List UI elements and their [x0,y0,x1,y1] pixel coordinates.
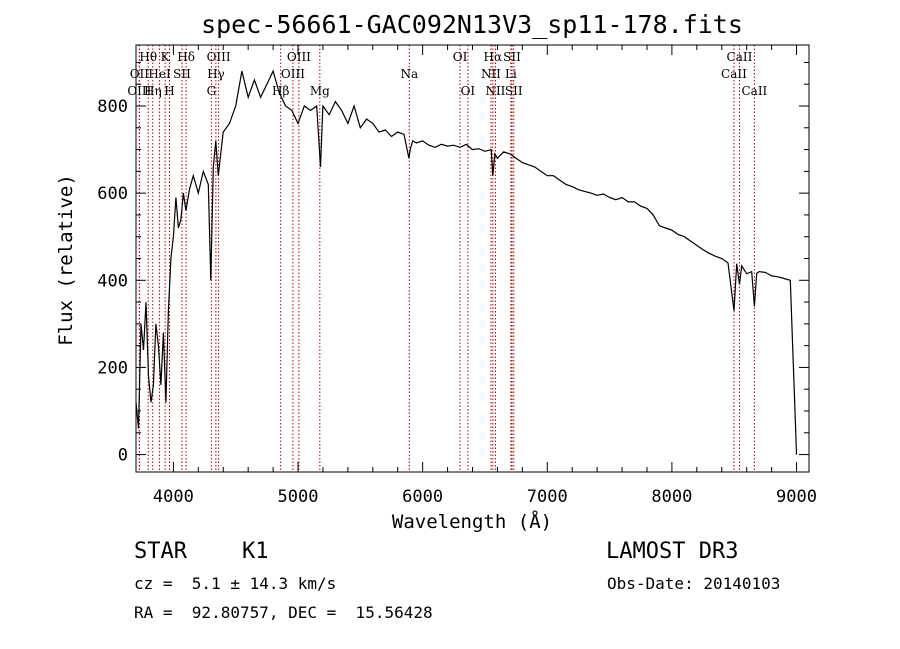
emission-line-label-23: Li [505,67,517,81]
y-axis-ticks: 0 200 400 600 800 [97,61,809,466]
emission-line-label-3: K [161,50,171,64]
y-tick-label-2: 400 [97,271,128,291]
obs-date: Obs-Date: 20140103 [607,574,781,593]
emission-line-label-27: CaII [741,84,767,98]
emission-line-label-11: G [207,84,217,98]
y-tick-label-0: 0 [118,446,128,466]
y-axis-label: Flux (relative) [55,174,77,346]
emission-line-label-17: OI [453,50,468,64]
emission-line-label-9: OIII [207,50,231,64]
spectrum-line [135,69,798,455]
emission-line-label-6: Hδ [177,50,195,64]
x-tick-label-0: 4000 [153,487,194,507]
emission-line-label-18: OI [461,84,476,98]
emission-line-label-14: Hβ [272,84,289,98]
emission-line-label-1: OII [130,67,150,81]
chart-title: spec-56661-GAC092N13V3_sp11-178.fits [201,10,743,39]
emission-line-label-7: SII [173,67,191,81]
emission-line-markers [138,45,755,472]
emission-line-label-2: OIII [127,84,151,98]
emission-line-label-10: Hγ [207,67,225,81]
coordinates: RA = 92.80757, DEC = 15.56428 [134,603,433,622]
x-axis-label: Wavelength (Å) [392,510,552,533]
emission-line-label-12: OIII [287,50,311,64]
y-tick-label-4: 800 [97,97,128,117]
emission-line-label-19: Hα [484,50,503,64]
emission-line-label-5: Hη [144,84,162,98]
x-tick-label-3: 7000 [527,487,568,507]
emission-line-label-16: Na [400,67,418,81]
y-tick-label-1: 200 [97,358,128,378]
emission-line-label-26: CaII [721,67,747,81]
emission-line-label-0: Hθ [139,50,157,64]
emission-line-label-15: Mg [310,84,330,98]
x-tick-label-2: 6000 [402,487,443,507]
x-tick-label-1: 5000 [278,487,319,507]
emission-line-label-24: SII [505,84,523,98]
emission-line-label-4: HeI [148,67,171,81]
object-subclass: K1 [242,539,269,564]
x-axis-ticks: 4000 5000 6000 7000 8000 9000 [153,45,817,507]
emission-line-label-21: NII [485,84,505,98]
emission-line-labels: Hθ OII OIII K HeI Hη Hδ SII H OIII Hγ G OIII OIII Hβ Mg… [127,50,767,98]
y-tick-label-3: 600 [97,184,128,204]
x-tick-label-5: 9000 [776,487,817,507]
emission-line-label-20: NII [481,67,501,81]
survey-name: LAMOST DR3 [606,539,739,564]
redshift-readout: cz = 5.1 ± 14.3 km/s [134,574,337,593]
emission-line-label-13: OIII [281,67,305,81]
plot-frame [135,44,810,473]
emission-line-label-22: SII [503,50,521,64]
emission-line-label-8: H [164,84,174,98]
emission-line-label-25: CaII [727,50,753,64]
object-class: STAR [134,539,187,564]
x-tick-label-4: 8000 [651,487,692,507]
